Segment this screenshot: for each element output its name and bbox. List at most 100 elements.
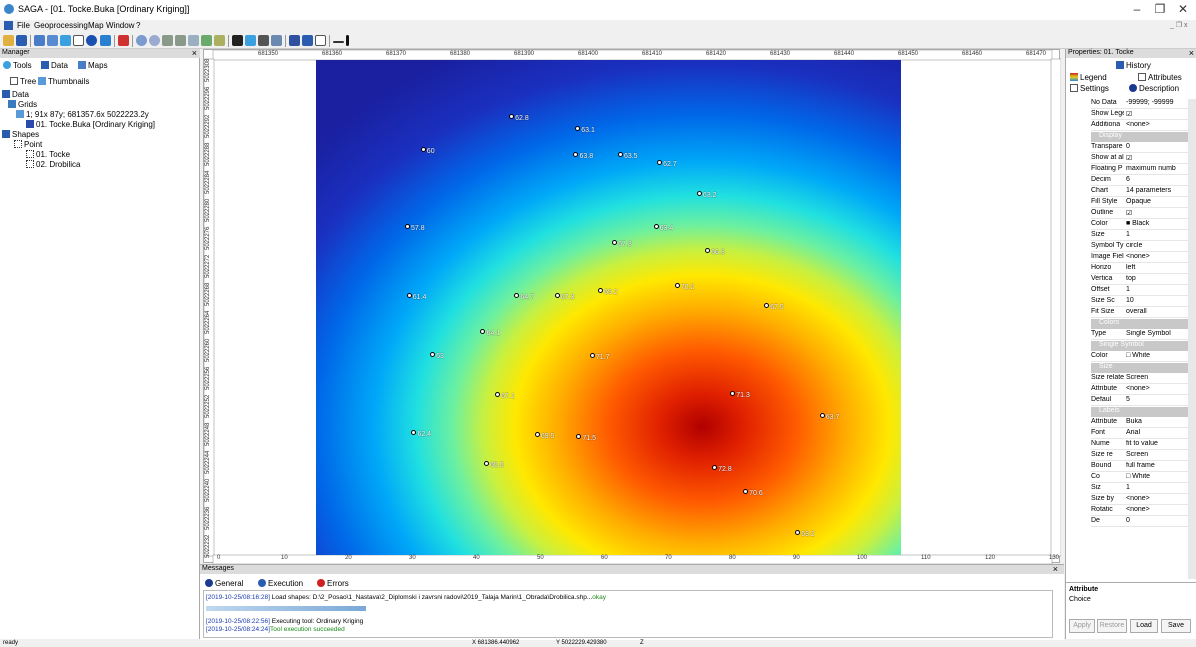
kriging-raster[interactable] (316, 60, 901, 555)
zoom-tool-icon[interactable] (245, 35, 256, 46)
sample-point[interactable]: 61.4 (406, 293, 426, 301)
property-row[interactable]: Show Lege ☑ (1091, 110, 1188, 120)
sample-point[interactable]: 63.2 (696, 190, 717, 199)
subtab-tree[interactable]: Tree (10, 77, 36, 86)
sample-point[interactable]: 63.4 (653, 223, 673, 232)
sample-point[interactable]: 67.5 (764, 302, 784, 311)
property-row[interactable]: Rotatic <none> (1091, 506, 1188, 516)
tab-general[interactable]: General (205, 579, 243, 588)
3d-view-icon[interactable] (289, 35, 300, 46)
sample-point[interactable]: 69.5 (534, 432, 555, 440)
tree-item-drobilica[interactable]: 02. Drobilica (26, 160, 80, 169)
property-row[interactable]: Symbol Ty circle (1091, 242, 1188, 252)
sample-point[interactable]: 62.8 (509, 114, 529, 122)
mdi-controls[interactable]: _ ❐ x (1170, 22, 1188, 29)
menu-help[interactable]: ? (136, 21, 141, 30)
property-row[interactable]: Co □ White (1091, 473, 1188, 483)
layer-add-icon[interactable] (175, 35, 186, 46)
layout-icon[interactable] (302, 35, 313, 46)
tab-errors[interactable]: Errors (317, 579, 349, 588)
sample-point[interactable]: 67.1 (495, 391, 515, 400)
tab-execution[interactable]: Execution (258, 579, 303, 588)
sample-point[interactable]: 67.3 (554, 293, 574, 301)
tab-maps[interactable]: Maps (78, 61, 108, 70)
messages-close-button[interactable]: × (1052, 564, 1058, 574)
property-row[interactable]: Size Sc 10 (1091, 297, 1188, 307)
tree-item-grids[interactable]: Grids (8, 100, 37, 109)
sample-point[interactable]: 70.6 (743, 489, 763, 497)
property-row[interactable]: Color ■ Black (1091, 220, 1188, 230)
table-icon[interactable] (214, 35, 225, 46)
property-row[interactable]: Attribute <none> (1091, 385, 1188, 395)
layer-icon[interactable] (162, 35, 173, 46)
sample-point[interactable]: 63.5 (617, 152, 638, 160)
property-row[interactable]: Horizo left (1091, 264, 1188, 274)
property-category[interactable]: Single Symbol (1091, 341, 1188, 351)
tree-item-kriging-grid[interactable]: 01. Tocke.Buka [Ordinary Kriging] (26, 120, 155, 129)
sample-point[interactable]: 63.1 (575, 126, 595, 134)
property-row[interactable]: Bound full frame (1091, 462, 1188, 472)
tree-item-grid-system[interactable]: 1; 91x 87y; 681357.6x 5022223.2y (16, 110, 149, 119)
property-row[interactable]: Size re Screen (1091, 451, 1188, 461)
property-category[interactable]: Labels (1091, 407, 1188, 417)
map-view[interactable]: 62.8 63.1 60 63.8 63.5 62.7 63.2 57.8 63.4 67.3 66… (203, 49, 1061, 564)
property-row[interactable]: Defaul 5 (1091, 396, 1188, 406)
property-row[interactable]: Transpare 0 (1091, 143, 1188, 153)
tab-data[interactable]: Data (41, 61, 68, 70)
tab-tools[interactable]: Tools (3, 61, 32, 70)
property-row[interactable]: Vertica top (1091, 275, 1188, 285)
pen-icon[interactable] (346, 35, 349, 46)
sample-point[interactable]: 66.3 (705, 248, 725, 256)
tools-icon[interactable] (100, 35, 111, 46)
pan-icon[interactable] (258, 35, 269, 46)
property-row[interactable]: Show at al ☑ (1091, 154, 1188, 164)
property-row[interactable]: Outline ☑ (1091, 209, 1188, 219)
tree-item-shapes[interactable]: Shapes (2, 130, 39, 139)
property-row[interactable]: Color □ White (1091, 352, 1188, 362)
line-icon[interactable] (333, 41, 344, 43)
property-category[interactable]: Colors (1091, 319, 1188, 329)
property-row[interactable]: De 0 (1091, 517, 1188, 527)
property-row[interactable]: Size relate Screen (1091, 374, 1188, 384)
minimize-button[interactable]: – (1133, 2, 1141, 16)
tab-description[interactable]: Description (1129, 84, 1179, 93)
clipboard-icon[interactable] (315, 35, 326, 46)
select-arrow-icon[interactable] (232, 35, 243, 46)
sample-point[interactable]: 63.7 (819, 412, 839, 421)
sample-point[interactable]: 72.8 (712, 465, 732, 473)
info-icon[interactable] (86, 35, 97, 46)
property-row[interactable]: Type Single Symbol (1091, 330, 1188, 340)
property-row[interactable]: Decim 6 (1091, 176, 1188, 186)
property-row[interactable]: Nume fit to value (1091, 440, 1188, 450)
subtab-thumbnails[interactable]: Thumbnails (38, 77, 89, 86)
tile-icon[interactable] (47, 35, 58, 46)
sample-point[interactable]: 63.8 (573, 152, 593, 160)
menu-window[interactable]: Window (106, 21, 135, 30)
sample-point[interactable]: 62.7 (657, 160, 677, 168)
property-row[interactable]: Image Fiel <none> (1091, 253, 1188, 263)
property-row[interactable]: No Data -99999; -99999 (1091, 99, 1188, 109)
sample-point[interactable]: 65.5 (483, 460, 504, 469)
sample-point[interactable]: 63 (430, 352, 444, 360)
sample-point[interactable]: 64.1 (480, 329, 500, 337)
menu-geoprocessing[interactable]: Geoprocessing (34, 21, 88, 30)
help-icon[interactable] (118, 35, 129, 46)
sample-point[interactable]: 57.8 (405, 223, 425, 232)
restore-button[interactable]: Restore (1097, 619, 1127, 633)
menu-file[interactable]: File (17, 21, 30, 30)
tree-item-point[interactable]: Point (14, 140, 42, 149)
sample-point[interactable]: 71.5 (576, 434, 596, 442)
sample-point[interactable]: 70.2 (674, 282, 694, 291)
apply-button[interactable]: Apply (1069, 619, 1095, 633)
cascade-icon[interactable] (73, 35, 84, 46)
tab-history[interactable]: History (1116, 61, 1151, 70)
menu-map[interactable]: Map (88, 21, 104, 30)
tab-legend[interactable]: Legend (1070, 73, 1107, 82)
property-row[interactable]: Fit Size overall (1091, 308, 1188, 318)
property-row[interactable]: Attribute Buka (1091, 418, 1188, 428)
tree-item-tocke[interactable]: 01. Tocke (26, 150, 70, 159)
sample-point[interactable]: 62.4 (411, 430, 431, 438)
data-icon[interactable] (60, 35, 71, 46)
maximize-button[interactable]: ❐ (1154, 2, 1166, 16)
